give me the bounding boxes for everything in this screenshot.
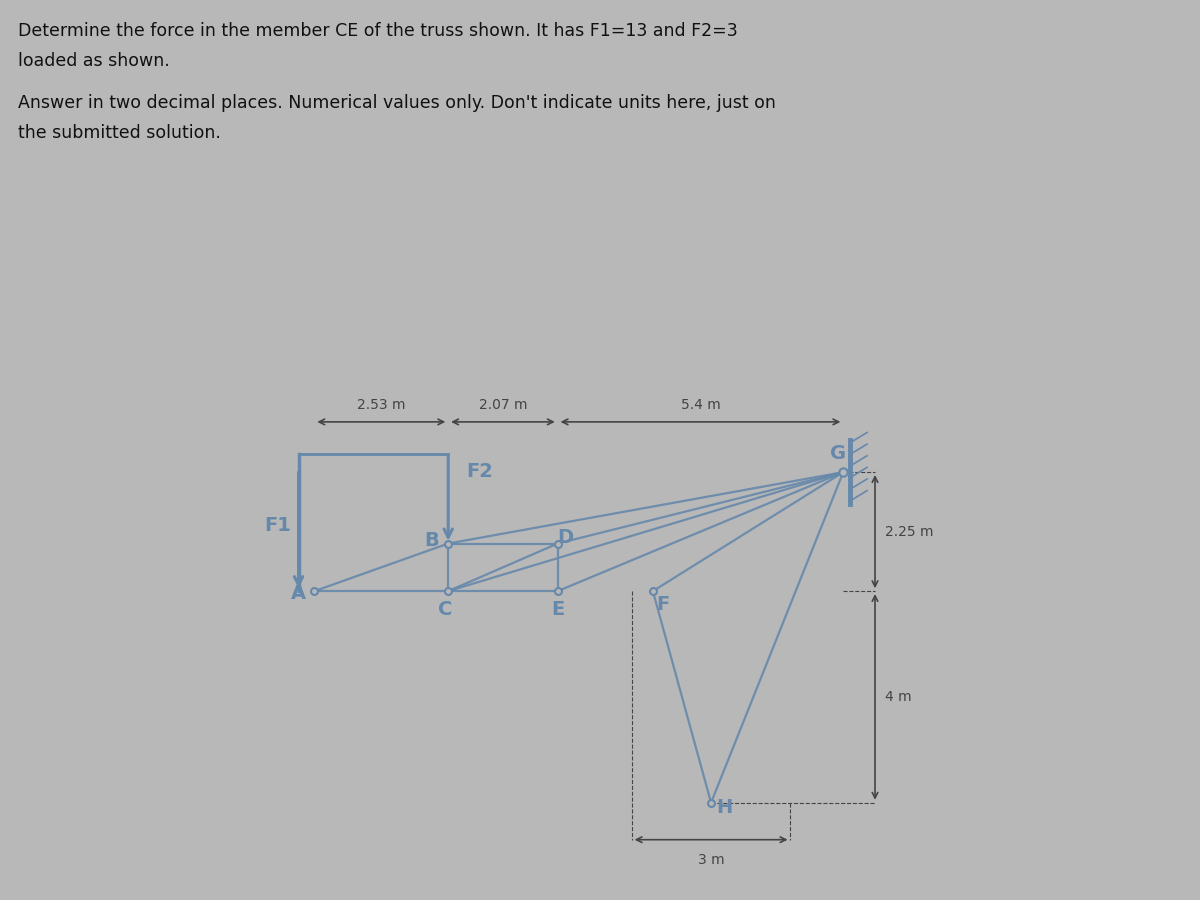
- Text: 4 m: 4 m: [884, 690, 911, 704]
- Text: F: F: [655, 595, 670, 614]
- Text: 3 m: 3 m: [697, 853, 725, 867]
- Text: C: C: [438, 600, 452, 619]
- Text: F1: F1: [264, 516, 290, 535]
- Text: Determine the force in the member CE of the truss shown. It has F1=13 and F2=3: Determine the force in the member CE of …: [18, 22, 738, 40]
- Text: B: B: [424, 531, 439, 551]
- Text: A: A: [290, 584, 306, 603]
- Text: 2.25 m: 2.25 m: [884, 525, 934, 538]
- Text: 2.07 m: 2.07 m: [479, 399, 527, 412]
- Text: the submitted solution.: the submitted solution.: [18, 124, 221, 142]
- Text: E: E: [551, 600, 564, 619]
- Text: loaded as shown.: loaded as shown.: [18, 52, 169, 70]
- Text: 5.4 m: 5.4 m: [680, 399, 720, 412]
- Text: G: G: [830, 444, 846, 464]
- Text: D: D: [558, 527, 574, 546]
- Text: F2: F2: [467, 462, 493, 481]
- Text: H: H: [716, 798, 732, 817]
- Text: 2.53 m: 2.53 m: [358, 399, 406, 412]
- Text: Answer in two decimal places. Numerical values only. Don't indicate units here, : Answer in two decimal places. Numerical …: [18, 94, 776, 112]
